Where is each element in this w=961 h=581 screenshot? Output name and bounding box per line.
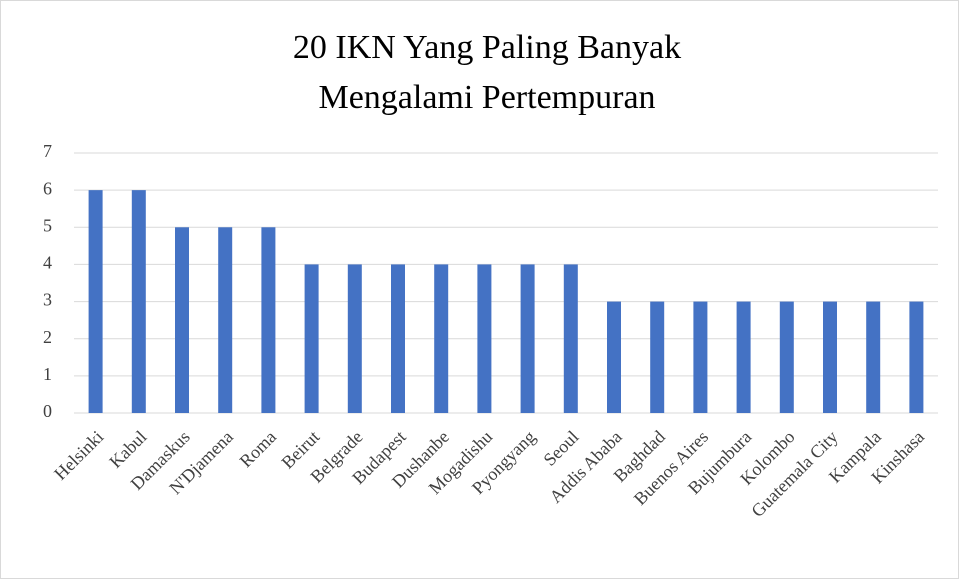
bar — [347, 264, 362, 413]
bar — [131, 190, 146, 413]
y-tick-label: 5 — [43, 215, 52, 235]
chart-title: Mengalami Pertempuran — [318, 79, 655, 116]
bar — [88, 190, 103, 413]
y-tick-label: 7 — [43, 141, 52, 161]
bar — [477, 264, 492, 413]
bar — [563, 264, 578, 413]
bar — [779, 301, 794, 413]
bar — [391, 264, 405, 413]
bar — [650, 301, 665, 413]
y-tick-label: 1 — [43, 364, 52, 384]
chart-title: 20 IKN Yang Paling Banyak — [293, 29, 681, 66]
y-tick-label: 4 — [43, 253, 52, 273]
bar — [866, 301, 881, 413]
bar — [909, 301, 924, 413]
bar — [434, 264, 449, 413]
bar — [304, 264, 319, 413]
bar — [520, 264, 535, 413]
bar — [607, 301, 621, 413]
y-tick-label: 6 — [43, 178, 52, 198]
bar — [261, 227, 276, 413]
bar — [736, 301, 751, 413]
y-tick-label: 2 — [43, 327, 52, 347]
y-tick-label: 3 — [43, 290, 52, 310]
y-tick-label: 0 — [43, 401, 52, 421]
bar — [218, 227, 233, 413]
bar — [823, 301, 837, 413]
bar — [693, 301, 708, 413]
bar — [175, 227, 189, 413]
